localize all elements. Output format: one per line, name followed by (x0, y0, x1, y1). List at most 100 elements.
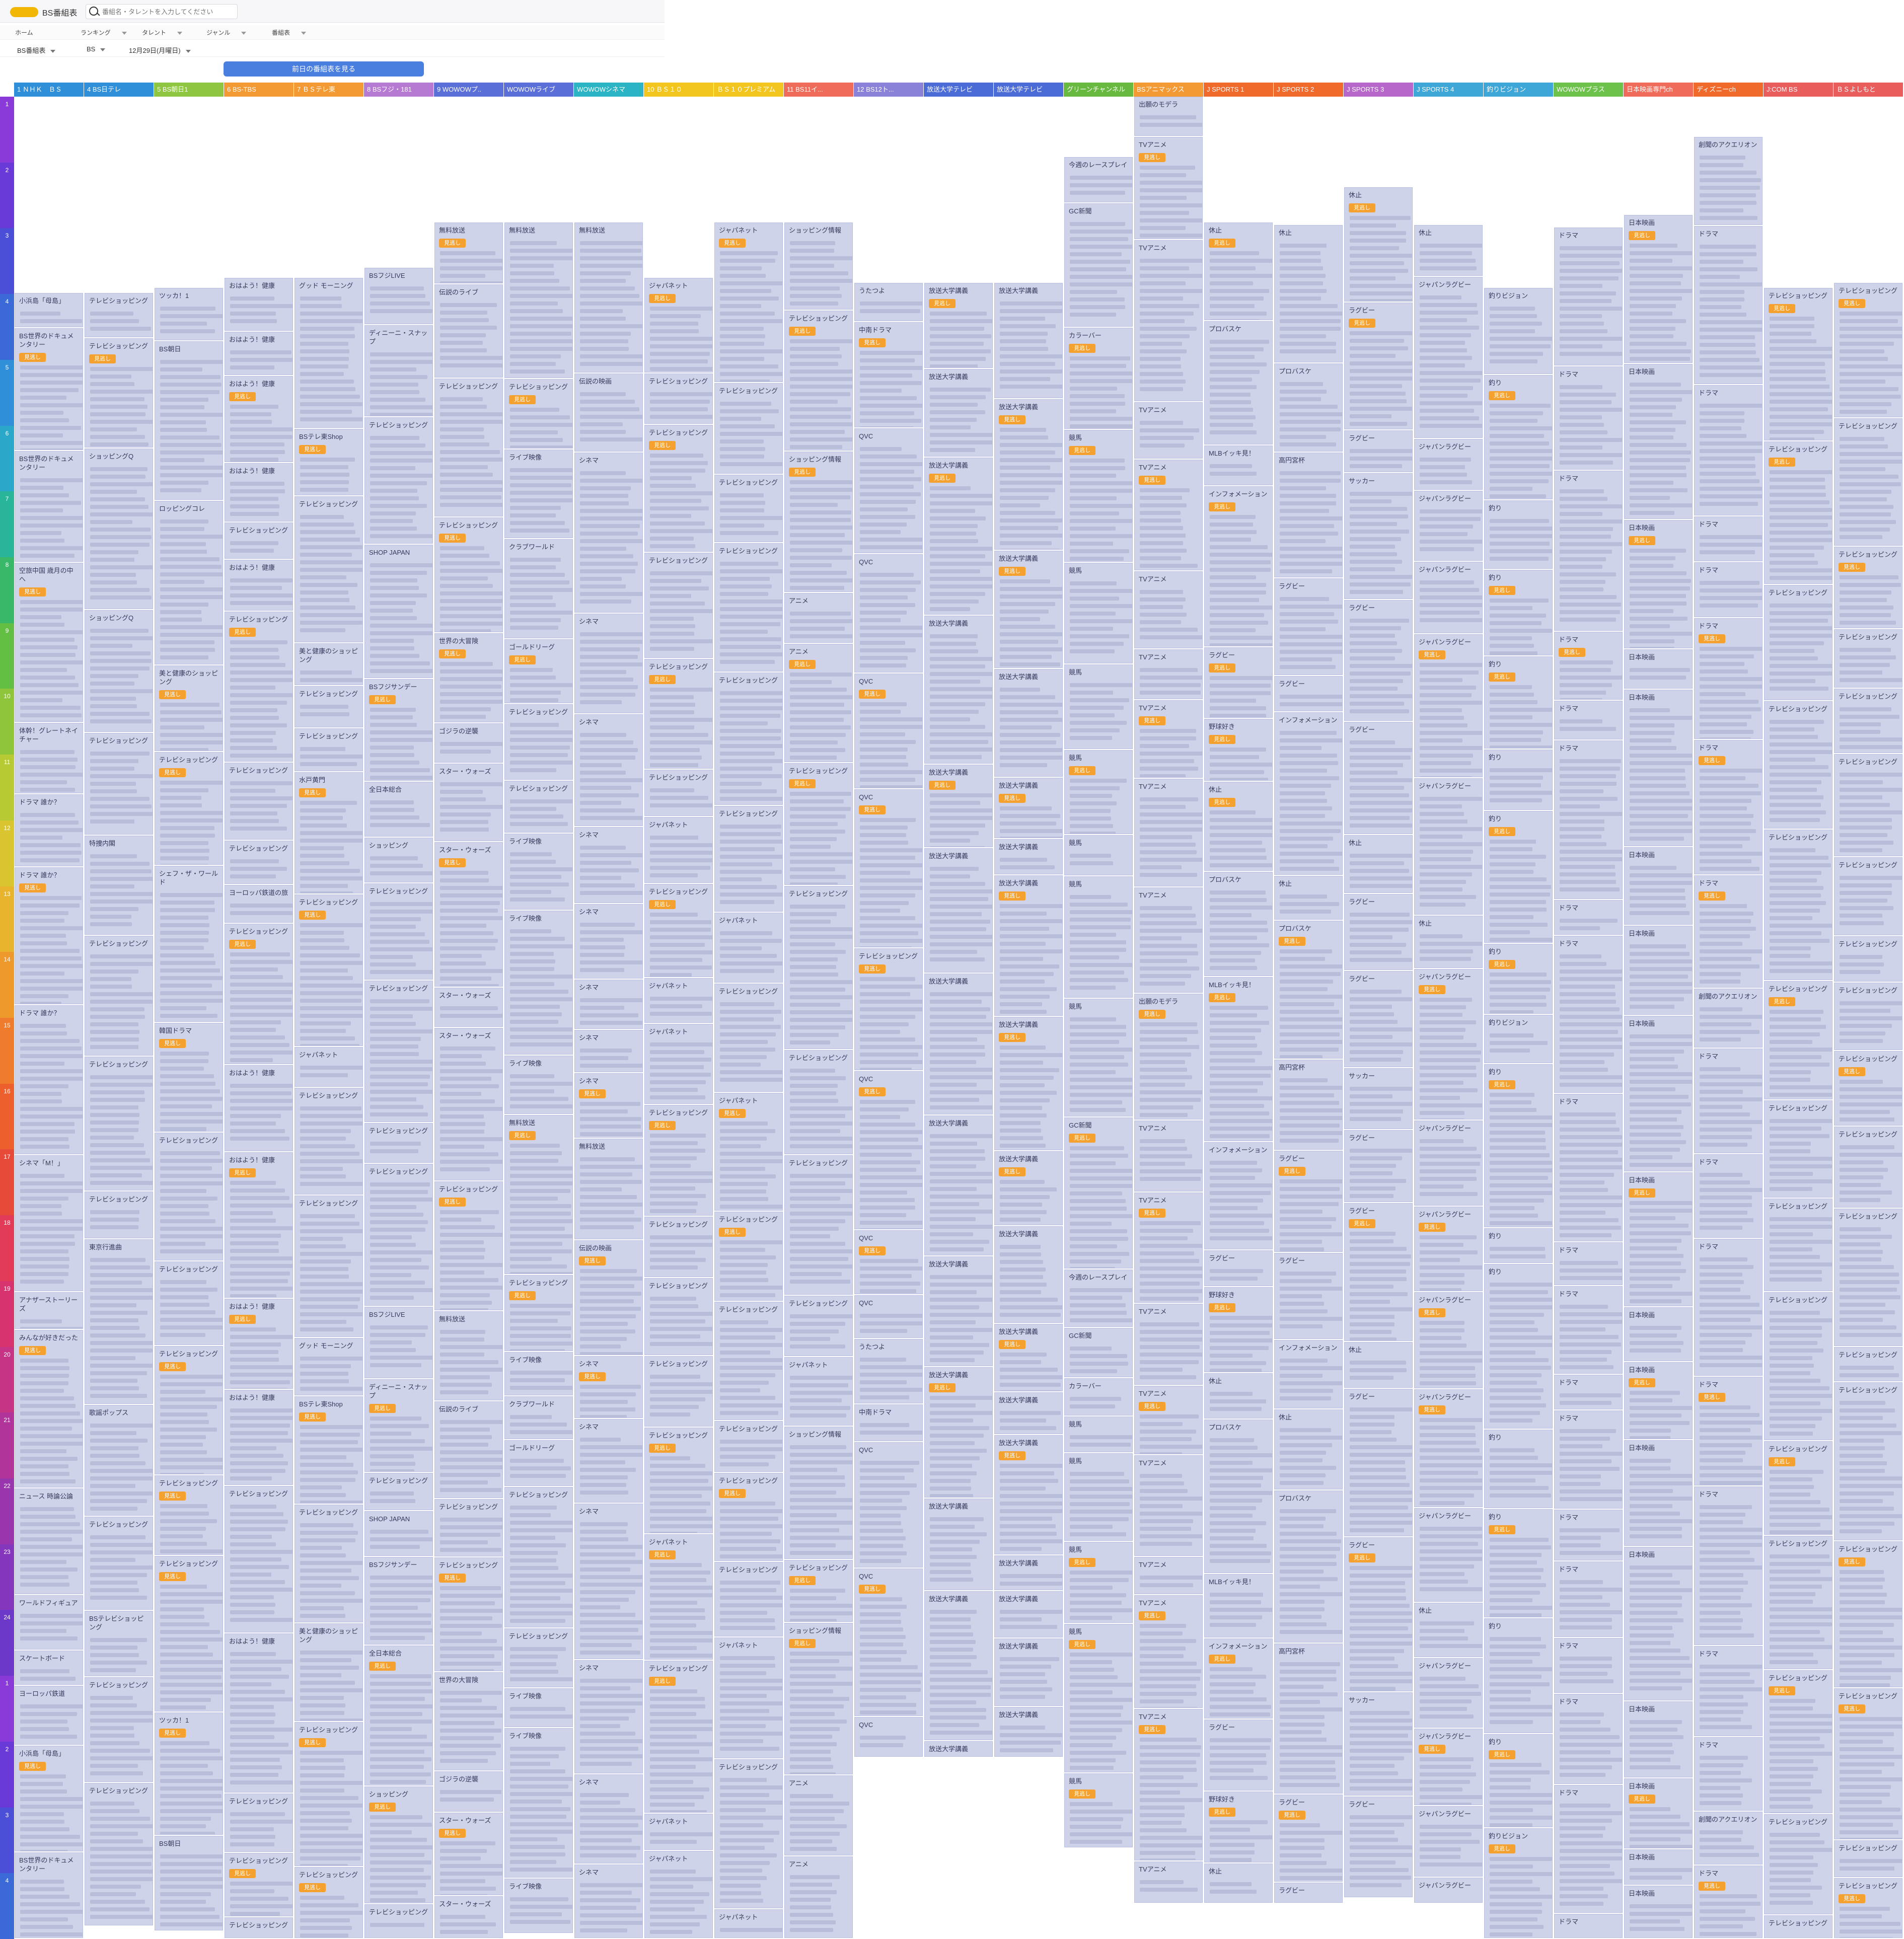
program-block[interactable]: ラグビー (1204, 1720, 1273, 1791)
program-block[interactable]: ジャパンラグビー 見逃し (1414, 1389, 1483, 1507)
program-block[interactable]: ジャパンラグビー (1414, 1121, 1483, 1206)
program-block[interactable]: 釣り 見逃し (1484, 570, 1553, 655)
nav-home[interactable]: ホーム (15, 29, 33, 36)
catchup-badge[interactable]: 見逃し (1069, 344, 1095, 353)
catchup-badge[interactable]: 見逃し (439, 649, 466, 658)
program-block[interactable]: MLBイッキ見！ (1204, 445, 1273, 485)
program-block[interactable]: テレビショッピング (504, 781, 573, 833)
catchup-badge[interactable]: 見逃し (159, 768, 186, 777)
catchup-badge[interactable]: 見逃し (229, 1315, 256, 1324)
program-block[interactable]: ツッカ！1 (155, 288, 223, 340)
program-block[interactable]: TVアニメ 見逃し (1134, 1386, 1203, 1454)
program-block[interactable]: BS朝日 (155, 1836, 223, 1930)
program-block[interactable]: テレビショッピング 見逃し (714, 1212, 783, 1301)
program-block[interactable]: TVアニメ (1134, 571, 1203, 648)
nav-genre[interactable]: ジャンル (206, 28, 247, 37)
program-block[interactable]: アニメ 見逃し (784, 644, 853, 762)
program-block[interactable]: インフォメーション (1274, 1340, 1343, 1408)
catchup-badge[interactable]: 見逃し (19, 1762, 46, 1771)
program-block[interactable]: 日本映画 見逃し (1624, 1362, 1693, 1439)
program-block[interactable]: 放送大学講義 見逃し (994, 1324, 1063, 1391)
program-block[interactable]: テレビショッピング (714, 806, 783, 912)
catchup-badge[interactable]: 見逃し (1349, 319, 1375, 328)
catchup-badge[interactable]: 見逃し (369, 1404, 396, 1413)
catchup-badge[interactable]: 見逃し (649, 441, 676, 450)
program-block[interactable]: テレビショッピング (225, 1794, 293, 1852)
program-block[interactable]: QVC (854, 1442, 923, 1568)
program-block[interactable]: TVアニメ 見逃し (1134, 460, 1203, 570)
catchup-badge[interactable]: 見逃し (1489, 1750, 1515, 1759)
catchup-badge[interactable]: 見逃し (159, 1729, 186, 1738)
program-block[interactable]: ライブ映像 (504, 1056, 573, 1114)
catchup-badge[interactable]: 見逃し (1209, 1303, 1235, 1312)
program-block[interactable]: 競馬 (1064, 1453, 1133, 1541)
program-block[interactable]: テレビショッピング (784, 1296, 853, 1356)
program-block[interactable]: 水戸黄門 見逃し (295, 772, 363, 893)
catchup-badge[interactable]: 見逃し (1069, 766, 1095, 775)
program-block[interactable]: ジャパネット 見逃し (644, 278, 713, 372)
catchup-badge[interactable]: 見逃し (1629, 536, 1655, 545)
program-block[interactable]: 競馬 見逃し (1064, 1773, 1133, 1847)
program-block[interactable]: テレビショッピング 見逃し (155, 752, 223, 865)
program-block[interactable]: テレビショッピング 見逃し (644, 1661, 713, 1813)
program-block[interactable]: 野球好き 見逃し (1204, 719, 1273, 781)
program-block[interactable]: 特捜内閣 (85, 836, 153, 935)
program-block[interactable]: ゴールドリーグ 見逃し (504, 639, 573, 703)
catchup-badge[interactable]: 見逃し (579, 1256, 606, 1265)
catchup-badge[interactable]: 見逃し (1209, 993, 1235, 1002)
program-block[interactable]: 中南ドラマ (854, 1404, 923, 1441)
program-block[interactable]: ドラマ 誰か？ (15, 1005, 83, 1154)
catchup-badge[interactable]: 見逃し (1489, 1844, 1515, 1853)
program-block[interactable]: シネマ (574, 904, 643, 979)
program-block[interactable]: 放送大学講義 (924, 1115, 993, 1255)
program-block[interactable]: テレビショッピング 見逃し (295, 894, 363, 1046)
catchup-badge[interactable]: 見逃し (1139, 1402, 1165, 1411)
program-block[interactable]: ラグビー (1204, 1250, 1273, 1286)
program-block[interactable]: ラグビー 見逃し (1204, 647, 1273, 718)
program-block[interactable]: ラグビー (1274, 1253, 1343, 1339)
program-block[interactable]: 釣りビジョン (1484, 1015, 1553, 1063)
program-block[interactable]: テレビショッピング (644, 1278, 713, 1355)
catchup-badge[interactable]: 見逃し (439, 1198, 466, 1207)
program-block[interactable]: テレビショッピング (225, 1917, 293, 1938)
program-block[interactable]: 放送大学講義 (924, 1591, 993, 1740)
program-block[interactable]: 放送大学講義 (924, 616, 993, 764)
catchup-badge[interactable]: 見逃し (859, 1087, 886, 1096)
program-block[interactable]: QVC 見逃し (854, 1230, 923, 1294)
program-block[interactable]: テレビショッピング (295, 496, 363, 642)
logo[interactable] (10, 7, 38, 17)
program-block[interactable]: TVアニメ (1134, 402, 1203, 459)
program-block[interactable]: TVアニメ 見逃し (1134, 700, 1203, 778)
program-block[interactable]: 競馬 見逃し (1064, 1542, 1133, 1623)
channel-23[interactable]: WOWOWプラス (1554, 83, 1623, 97)
program-block[interactable]: ジャパンラグビー (1414, 277, 1483, 438)
catchup-badge[interactable]: 見逃し (649, 1444, 676, 1453)
program-block[interactable]: テレビショッピング 見逃し (225, 924, 293, 1064)
program-block[interactable]: 放送大学講義 (994, 839, 1063, 874)
program-block[interactable]: ラグビー (1344, 600, 1413, 721)
program-block[interactable]: 休止 (1344, 1342, 1413, 1388)
program-block[interactable]: 小浜島「母島」 見逃し (15, 1746, 83, 1851)
program-block[interactable]: スター・ウォーズ (434, 1896, 503, 1938)
program-block[interactable]: 日本映画 見逃し (1624, 520, 1693, 648)
program-block[interactable]: 世界の大冒険 見逃し (434, 633, 503, 722)
channel-18[interactable]: J SPORTS 1 (1204, 83, 1273, 97)
program-block[interactable]: 放送大学講義 見逃し (994, 399, 1063, 550)
program-block[interactable]: 休止 (1204, 1373, 1273, 1419)
program-block[interactable]: カラーバー (1064, 1378, 1133, 1415)
program-block[interactable]: 競馬 (1064, 1416, 1133, 1452)
catchup-badge[interactable]: 見逃し (859, 1585, 886, 1594)
program-block[interactable]: ドラマ (1554, 1638, 1623, 1693)
catchup-badge[interactable]: 見逃し (719, 1109, 746, 1118)
channel-13[interactable]: 12 BS12ト... (854, 83, 923, 97)
program-block[interactable]: おはよう！健康 (225, 332, 293, 375)
program-block[interactable]: シネマ (574, 453, 643, 613)
program-block[interactable]: ライブ映像 (504, 911, 573, 1055)
program-block[interactable]: ドラマ (1554, 471, 1623, 631)
program-block[interactable]: プロバスケ (1274, 363, 1343, 452)
program-block[interactable]: 釣り 見逃し (1484, 375, 1553, 499)
program-block[interactable]: ドラマ (1554, 1561, 1623, 1637)
program-block[interactable]: ドラマ (1554, 1410, 1623, 1509)
catchup-badge[interactable]: 見逃し (1629, 1378, 1655, 1387)
catchup-badge[interactable]: 見逃し (439, 239, 466, 248)
